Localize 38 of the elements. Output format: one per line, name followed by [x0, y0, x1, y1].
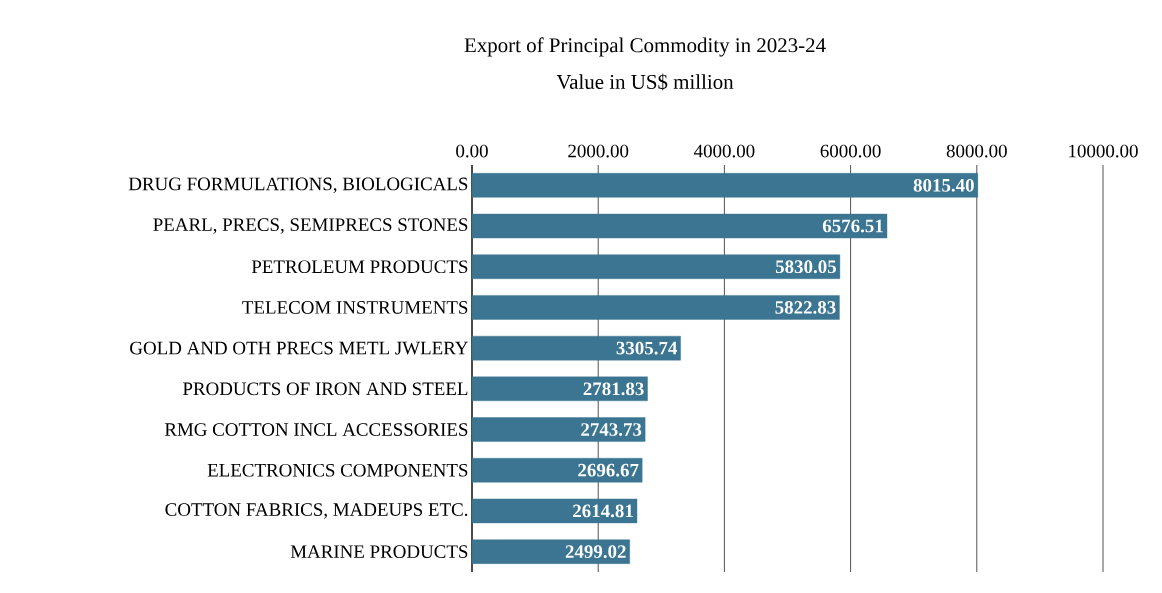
bar: [471, 458, 643, 483]
bar: [471, 213, 888, 239]
x-tick-label: 0.00: [456, 144, 488, 158]
x-tick-label: 8000.00: [946, 144, 1007, 158]
data-label: 2781.83: [583, 382, 644, 396]
data-label: 6576.51: [822, 219, 883, 233]
chart-title: Export of Principal Commodity in 2023-24: [464, 37, 826, 57]
data-label: 8015.40: [913, 178, 974, 192]
data-label: 3305.74: [616, 341, 678, 355]
data-label: 2614.81: [573, 504, 633, 518]
y-tick-label: DRUG FORMULATIONS, BIOLOGICALS: [128, 177, 468, 194]
data-label: 5822.83: [775, 301, 836, 314]
y-tick-label: COTTON FABRICS, MADEUPS ETC.: [165, 503, 468, 519]
bar: [471, 539, 630, 564]
bar: [471, 335, 681, 361]
y-tick-label: PRODUCTS OF IRON AND STEEL: [182, 382, 468, 396]
y-tick-label: RMG COTTON INCL ACCESSORIES: [164, 423, 468, 436]
data-label: 2499.02: [565, 545, 626, 559]
bar: [471, 173, 978, 198]
x-tick-label: 4000.00: [694, 144, 755, 158]
y-tick-label: ELECTRONICS COMPONENTS: [207, 463, 468, 477]
bar: [471, 295, 840, 320]
bar: [471, 376, 648, 402]
bar: [471, 417, 646, 442]
y-tick-label: PETROLEUM PRODUCTS: [251, 260, 468, 274]
data-label: 5830.05: [775, 260, 836, 274]
chart-subtitle: Value in US$ million: [556, 73, 734, 91]
data-label: 2743.73: [581, 423, 642, 436]
x-tick-label: 2000.00: [568, 144, 629, 158]
y-tick-label: MARINE PRODUCTS: [290, 545, 468, 558]
y-tick-label: PEARL, PRECS, SEMIPRECS STONES: [153, 218, 468, 234]
bar: [471, 254, 841, 279]
x-tick-label: 10000.00: [1069, 144, 1138, 158]
y-tick-label: TELECOM INSTRUMENTS: [242, 301, 468, 314]
data-label: 2696.67: [578, 463, 639, 477]
y-tick-label: GOLD AND OTH PRECS METL JWLERY: [130, 341, 468, 355]
bar: [471, 498, 638, 524]
x-tick-label: 6000.00: [820, 144, 881, 158]
